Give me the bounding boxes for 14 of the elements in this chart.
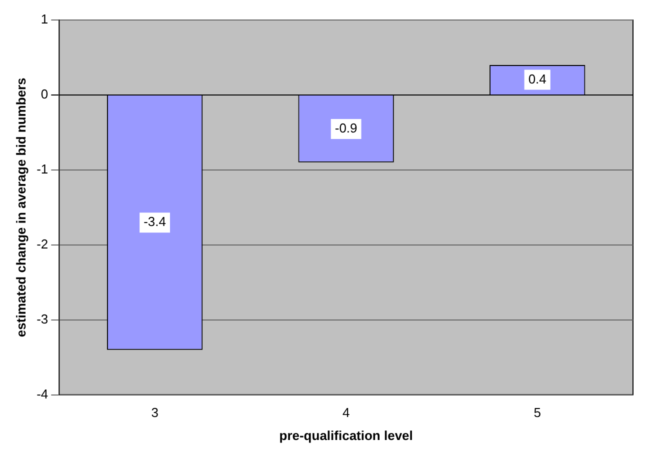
data-label: 0.4 <box>528 71 546 86</box>
data-label: -3.4 <box>144 214 166 230</box>
x-tick-label: 4 <box>342 405 350 420</box>
y-tick-label: -4 <box>36 386 48 402</box>
y-tick-label: 1 <box>40 12 48 27</box>
y-tick-label: -2 <box>36 236 48 252</box>
y-axis-title: estimated change in average bid numbers <box>13 78 28 338</box>
y-tick-label: -3 <box>36 311 48 326</box>
data-label: -0.9 <box>334 120 358 136</box>
x-tick-label: 3 <box>151 405 158 420</box>
y-tick-label: 0 <box>40 86 48 102</box>
x-tick-label: 5 <box>534 405 541 420</box>
x-axis-title: pre-qualification level <box>279 428 413 443</box>
y-tick-label: -1 <box>36 162 48 176</box>
